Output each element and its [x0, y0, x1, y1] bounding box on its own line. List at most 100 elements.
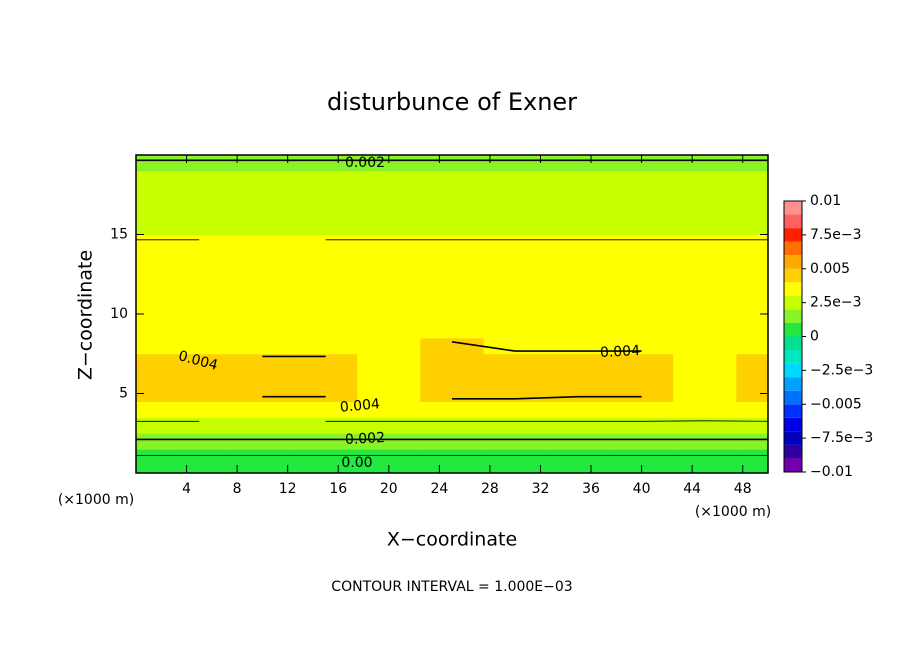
- field-cell: [610, 385, 674, 402]
- colorbar-band: [784, 444, 802, 459]
- x-axis-label: X−coordinate: [387, 529, 517, 551]
- colorbar-tick-label: −0.01: [810, 464, 853, 480]
- field-cell: [673, 321, 737, 339]
- field-cell: [136, 401, 169, 418]
- field-cell: [136, 337, 169, 355]
- field-cell: [357, 369, 421, 387]
- x-tick-label: 8: [233, 481, 242, 497]
- field-cell: [136, 433, 169, 450]
- field-cell: [230, 353, 295, 371]
- field-cell: [736, 449, 769, 466]
- field-cell: [136, 449, 169, 466]
- field-cell: [610, 266, 674, 299]
- field-cell: [167, 465, 232, 474]
- field-cell: [673, 234, 737, 267]
- field-cell: [420, 385, 485, 402]
- field-cell: [357, 353, 421, 371]
- field-cell: [420, 234, 485, 267]
- field-cell: [167, 369, 232, 387]
- field-cell: [673, 465, 737, 474]
- field-cell: [736, 417, 769, 434]
- field-cell: [736, 321, 769, 339]
- field-cell: [167, 202, 232, 235]
- contour-label: 0.002: [345, 155, 385, 171]
- field-cell: [357, 170, 421, 204]
- field-cell: [167, 401, 232, 418]
- field-cell: [673, 155, 737, 172]
- field-cell: [736, 433, 769, 450]
- field-cell: [420, 465, 485, 474]
- field-cell: [673, 266, 737, 299]
- colorbar-band: [784, 214, 802, 229]
- field-cell: [136, 321, 169, 339]
- field-cell: [483, 321, 548, 339]
- field-cell: [420, 417, 485, 434]
- colorbar-band: [784, 255, 802, 269]
- field-cell: [136, 465, 169, 474]
- field-cell: [610, 155, 674, 172]
- field-cell: [357, 234, 421, 267]
- field-cell: [736, 234, 769, 267]
- field-cell: [230, 465, 295, 474]
- field-cell: [736, 353, 769, 371]
- field-cell: [294, 401, 358, 418]
- field-cell: [546, 401, 611, 418]
- field-cell: [483, 170, 548, 204]
- x-tick-label: 12: [279, 481, 297, 497]
- footer: CONTOUR INTERVAL = 1.000E−03: [331, 579, 572, 595]
- field-cell: [610, 417, 674, 434]
- x-tick-label: 16: [329, 481, 347, 497]
- field-cell: [294, 433, 358, 450]
- contour-lines: [136, 159, 769, 456]
- field-cell: [610, 298, 674, 323]
- field-cell: [610, 234, 674, 267]
- field-cell: [673, 337, 737, 355]
- field-cell: [136, 266, 169, 299]
- colorbar-tick-label: −0.005: [810, 396, 862, 412]
- field-cell: [167, 234, 232, 267]
- field-cell: [136, 298, 169, 323]
- field-cell: [546, 385, 611, 402]
- contour-label: 0.004: [339, 396, 380, 415]
- field-cell: [230, 337, 295, 355]
- field-cell: [736, 202, 769, 235]
- field-cell: [167, 353, 232, 371]
- field-cell: [420, 369, 485, 387]
- field-cell: [610, 433, 674, 450]
- x-tick-label: 4: [182, 481, 191, 497]
- field-cell: [167, 155, 232, 172]
- field-cell: [546, 298, 611, 323]
- field-cell: [167, 433, 232, 450]
- y-axis-label: Z−coordinate: [75, 250, 97, 380]
- field-cell: [546, 155, 611, 172]
- field-cell: [483, 337, 548, 355]
- contour-label: 0.00: [341, 455, 372, 471]
- field-cell: [546, 321, 611, 339]
- field-cell: [736, 298, 769, 323]
- unit-label: (×1000 m): [58, 492, 134, 508]
- field-cell: [294, 337, 358, 355]
- field-cell: [546, 266, 611, 299]
- field-cell: [294, 202, 358, 235]
- field-cell: [483, 202, 548, 235]
- field-cell: [673, 385, 737, 402]
- colorbar-band: [784, 458, 802, 472]
- field-cell: [420, 202, 485, 235]
- field-cell: [357, 433, 421, 450]
- field-cell: [294, 385, 358, 402]
- field-cell: [483, 353, 548, 371]
- x-tick-label: 48: [734, 481, 752, 497]
- field-cell: [673, 170, 737, 204]
- field-cell: [357, 298, 421, 323]
- field-cell: [136, 202, 169, 235]
- field-cell: [673, 298, 737, 323]
- contour-line: [136, 420, 769, 422]
- field-cell: [167, 385, 232, 402]
- field-cell: [230, 433, 295, 450]
- colorbar-band: [784, 309, 802, 323]
- field-cell: [673, 433, 737, 450]
- field-cell: [673, 353, 737, 371]
- colorbar-tick-label: 0.01: [810, 193, 841, 209]
- field-cell: [483, 234, 548, 267]
